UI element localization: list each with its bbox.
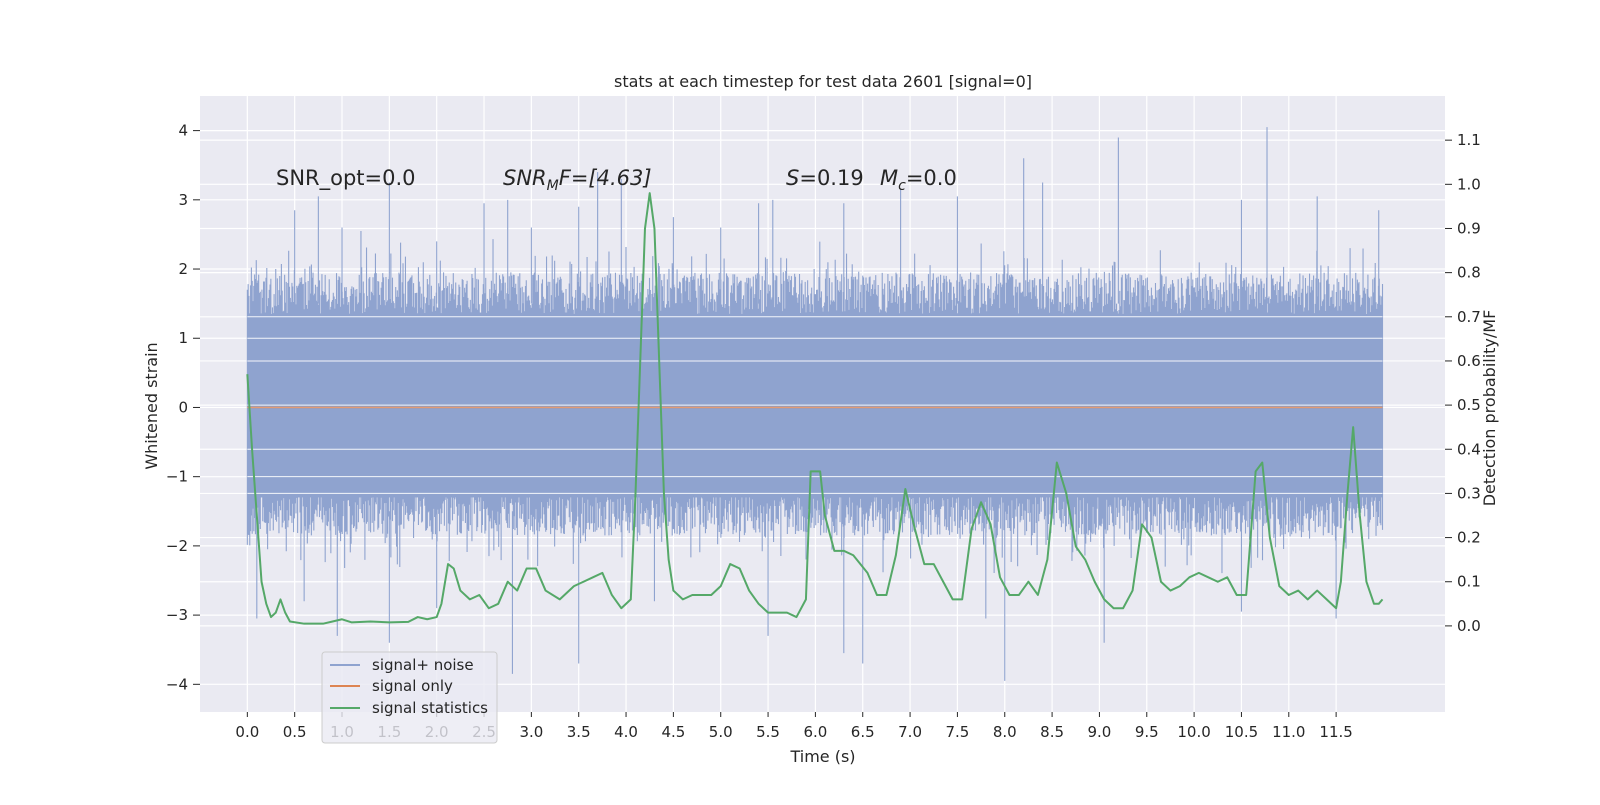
y-left-axis-title: Whitened strain: [142, 342, 161, 469]
annotation-mc-tail: =0.0: [906, 166, 957, 190]
x-tick-label: 9.5: [1135, 723, 1159, 741]
y-right-tick-label: 0.7: [1457, 308, 1481, 326]
annotation-mc: Mc=0.0: [880, 166, 957, 194]
chart-title: stats at each timestep for test data 260…: [614, 72, 1032, 91]
x-tick-label: 0.5: [283, 723, 307, 741]
legend-label-signal-only: signal only: [372, 677, 453, 695]
x-tick-label: 4.5: [661, 723, 685, 741]
x-tick-label: 10.5: [1225, 723, 1258, 741]
annotation-snr-mf: SNRMF=[4.63]: [503, 166, 652, 194]
x-tick-label: 5.5: [756, 723, 780, 741]
legend-label-signal-statistics: signal statistics: [372, 699, 488, 717]
series-signal-statistics: [246, 192, 1384, 625]
y-right-tick-label: 0.6: [1457, 352, 1481, 370]
annotation-snr-mf-main: SNR: [503, 166, 547, 190]
legend-box: [321, 651, 498, 744]
x-axis-title: Time (s): [789, 747, 855, 766]
x-tick-label: 7.5: [945, 723, 969, 741]
y-left-tick-label: −1: [166, 468, 188, 486]
x-tick-label: 8.5: [1040, 723, 1064, 741]
y-left-tick-label: 2: [178, 260, 188, 278]
x-tick-label: 11.0: [1272, 723, 1305, 741]
y-right-axis-ticks: 0.0 0.1 0.2 0.3 0.4 0.5 0.6 0.7 0.8 0.9 1.0 1.1: [1445, 131, 1481, 635]
legend-label-signal-noise: signal+ noise: [372, 656, 474, 674]
y-left-tick-label: −2: [166, 537, 188, 555]
annotation-snr-mf-sub: M: [547, 178, 559, 194]
y-right-tick-label: 0.5: [1457, 396, 1481, 414]
signal-statistics-line: [246, 192, 1384, 625]
x-tick-label: 9.0: [1088, 723, 1112, 741]
annotation-snr-mf-f: F=[4.63]: [559, 166, 652, 190]
y-left-tick-label: 1: [178, 329, 188, 347]
x-tick-label: 3.0: [519, 723, 543, 741]
annotation-snr-mf-tail: F=[4.63]: [559, 166, 652, 190]
x-tick-label: 6.0: [803, 723, 827, 741]
y-left-tick-label: 4: [178, 122, 188, 140]
y-right-tick-label: 0.0: [1457, 617, 1481, 635]
y-right-tick-label: 0.8: [1457, 264, 1481, 282]
y-right-tick-label: 0.4: [1457, 440, 1481, 458]
y-left-tick-label: −4: [166, 675, 188, 693]
y-right-tick-label: 0.3: [1457, 484, 1481, 502]
x-tick-label: 3.5: [567, 723, 591, 741]
annotation-mc-main: M: [880, 166, 898, 190]
y-left-tick-label: −3: [166, 606, 188, 624]
annotation-mc-sub: c: [898, 178, 906, 194]
x-tick-label: 7.0: [898, 723, 922, 741]
y-left-axis-ticks: −4 −3 −2 −1 0 1 2 3 4: [166, 122, 200, 693]
y-right-axis-title: Detection probability/MF: [1480, 310, 1499, 507]
y-right-tick-label: 0.1: [1457, 573, 1481, 591]
x-tick-label: 5.0: [709, 723, 733, 741]
y-right-tick-label: 0.2: [1457, 529, 1481, 547]
x-tick-label: 10.0: [1177, 723, 1210, 741]
y-right-tick-label: 1.1: [1457, 131, 1481, 149]
y-right-tick-label: 0.9: [1457, 219, 1481, 237]
annotation-s-tail: =0.19: [799, 166, 863, 190]
x-tick-label: 11.5: [1319, 723, 1352, 741]
x-tick-label: 4.0: [614, 723, 638, 741]
legend: signal+ noise signal only signal statist…: [321, 651, 498, 744]
annotation-s: S=0.19: [786, 166, 864, 190]
annotation-s-main: S: [786, 166, 799, 190]
y-left-tick-label: 0: [178, 398, 188, 416]
x-tick-label: 8.0: [993, 723, 1017, 741]
annotation-snr-opt: SNR_opt=0.0: [276, 166, 416, 191]
y-left-tick-label: 3: [178, 191, 188, 209]
x-tick-label: 6.5: [851, 723, 875, 741]
y-right-tick-label: 1.0: [1457, 175, 1481, 193]
x-tick-label: 0.0: [235, 723, 259, 741]
